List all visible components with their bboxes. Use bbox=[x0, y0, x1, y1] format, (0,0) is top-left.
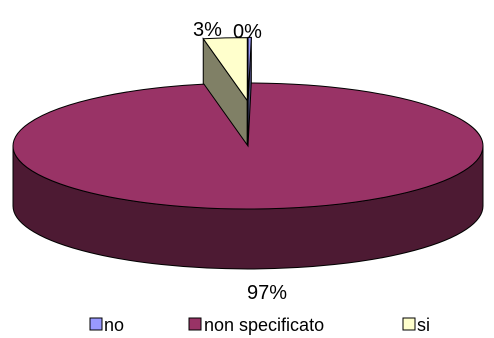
legend-swatch-non-specificato bbox=[188, 317, 202, 331]
legend-label-si: si bbox=[417, 315, 430, 335]
data-label-no: 0% bbox=[233, 21, 262, 43]
data-label-non-specificato: 97% bbox=[247, 282, 287, 304]
legend-label-no: no bbox=[104, 315, 124, 335]
data-labels: 3% 0% 97% bbox=[193, 19, 287, 304]
legend-label-non-specificato: non specificato bbox=[204, 315, 324, 335]
legend-swatch-si bbox=[402, 317, 416, 331]
pie-layer bbox=[12, 36, 484, 270]
legend: no non specificato si bbox=[89, 315, 430, 335]
slice-non-specificato bbox=[12, 82, 484, 210]
legend-swatch-no bbox=[89, 317, 103, 331]
slice-si bbox=[202, 37, 248, 103]
data-label-si: 3% bbox=[193, 19, 222, 41]
slice-no bbox=[247, 36, 252, 101]
